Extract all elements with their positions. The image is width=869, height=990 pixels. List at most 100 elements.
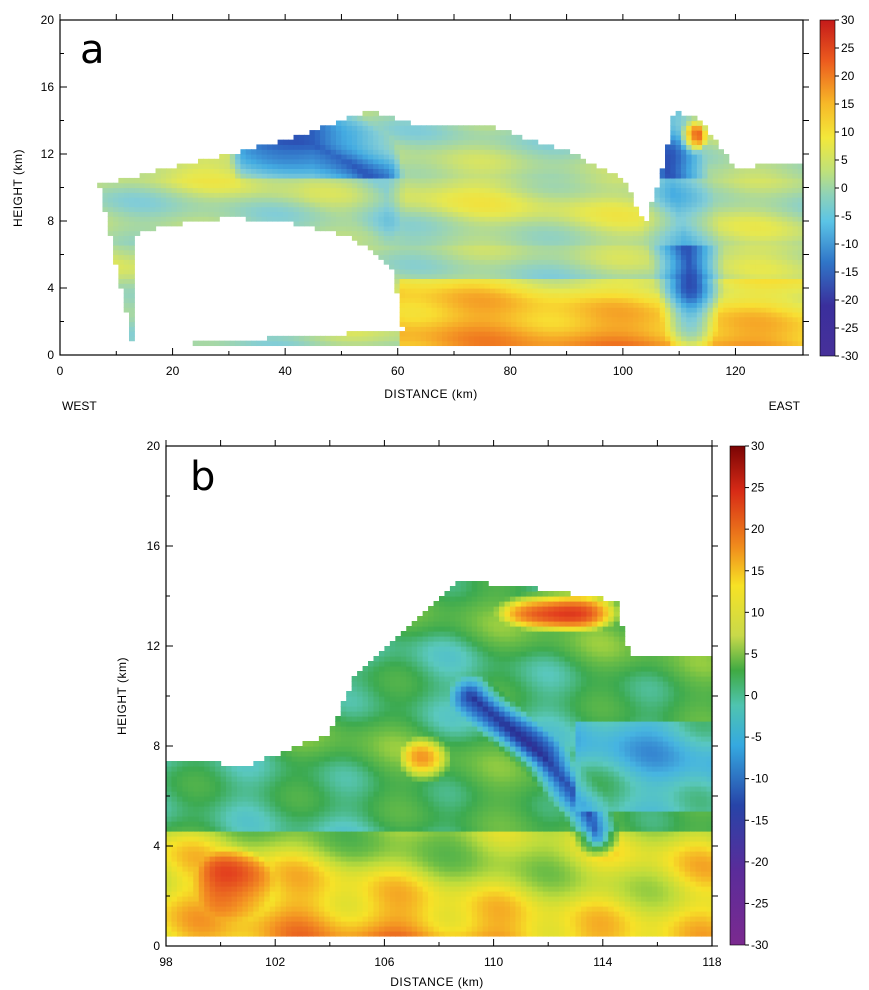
- field-cell: [479, 221, 486, 227]
- field-cell: [187, 831, 194, 837]
- field-cell: [436, 225, 443, 232]
- field-cell: [468, 163, 475, 169]
- field-cell: [521, 273, 528, 280]
- field-cell: [728, 187, 735, 193]
- field-cell: [569, 173, 576, 179]
- field-cell: [436, 130, 443, 136]
- field-cell: [442, 321, 449, 327]
- field-cell: [580, 273, 587, 280]
- field-cell: [253, 871, 260, 877]
- field-cell: [258, 896, 265, 902]
- field-cell: [580, 163, 587, 169]
- field-cell: [691, 163, 698, 169]
- field-cell: [182, 866, 189, 872]
- field-cell: [166, 846, 173, 852]
- field-cell: [247, 921, 254, 927]
- field-cell: [193, 866, 200, 872]
- field-cell: [330, 144, 337, 150]
- field-cell: [176, 901, 183, 907]
- field-cell: [755, 292, 762, 299]
- field-cell: [118, 235, 125, 241]
- field-cell: [516, 307, 523, 313]
- field-cell: [266, 201, 273, 208]
- field-cell: [187, 173, 194, 179]
- field-cell: [755, 211, 762, 217]
- field-cell: [224, 173, 231, 179]
- field-cell: [320, 154, 326, 160]
- field-cell: [723, 235, 730, 241]
- field-cell: [781, 264, 788, 270]
- field-cell: [220, 856, 227, 862]
- field-cell: [484, 125, 491, 131]
- field-cell: [649, 216, 655, 222]
- field-cell: [744, 283, 751, 289]
- field-cell: [447, 173, 454, 179]
- field-cell: [420, 201, 427, 208]
- field-cell: [585, 163, 592, 169]
- field-cell: [277, 173, 284, 179]
- field-cell: [649, 307, 655, 313]
- field-cell: [702, 297, 709, 303]
- field-cell: [516, 154, 523, 160]
- field-cell: [686, 302, 693, 308]
- field-cell: [389, 340, 395, 347]
- field-cell: [245, 206, 252, 213]
- field-cell: [532, 292, 539, 299]
- field-cell: [209, 806, 216, 812]
- field-cell: [215, 836, 222, 842]
- field-cell: [176, 851, 183, 857]
- field-cell: [580, 230, 587, 236]
- field-cell: [399, 311, 406, 318]
- field-cell: [304, 197, 311, 203]
- field-cell: [367, 163, 374, 169]
- field-cell: [447, 182, 454, 189]
- field-cell: [728, 244, 735, 251]
- field-cell: [781, 211, 788, 217]
- field-cell: [240, 177, 247, 184]
- field-cell: [304, 192, 311, 198]
- field-cell: [670, 297, 677, 303]
- field-cell: [224, 201, 231, 208]
- field-cell: [686, 321, 693, 327]
- field-cell: [176, 168, 183, 174]
- field-cell: [399, 163, 406, 169]
- field-cell: [771, 316, 778, 323]
- field-cell: [670, 340, 677, 347]
- field-cell: [166, 871, 173, 877]
- field-cell: [208, 197, 215, 203]
- field-cell: [166, 177, 173, 184]
- field-cell: [665, 335, 671, 342]
- field-cell: [569, 273, 576, 280]
- field-cell: [378, 249, 385, 256]
- field-cell: [447, 316, 454, 323]
- field-cell: [696, 158, 703, 165]
- field-cell: [585, 321, 592, 327]
- field-cell: [680, 268, 687, 275]
- field-cell: [261, 216, 268, 222]
- field-cell: [776, 278, 783, 284]
- field-cell: [473, 149, 480, 155]
- field-cell: [176, 811, 183, 817]
- field-cell: [304, 206, 311, 213]
- field-cell: [617, 254, 624, 260]
- field-cell: [351, 335, 358, 342]
- field-cell: [564, 321, 571, 327]
- field-cell: [134, 192, 141, 198]
- field-cell: [532, 139, 539, 146]
- field-cell: [378, 201, 385, 208]
- field-cell: [590, 216, 597, 222]
- field-cell: [723, 259, 730, 265]
- field-cell: [436, 273, 443, 280]
- field-cell: [665, 326, 671, 332]
- field-cell: [245, 201, 252, 208]
- field-cell: [542, 216, 549, 222]
- field-cell: [596, 225, 602, 232]
- field-cell: [734, 311, 740, 318]
- field-cell: [771, 187, 778, 193]
- field-cell: [521, 221, 528, 227]
- field-cell: [532, 321, 539, 327]
- field-cell: [473, 273, 480, 280]
- field-cell: [123, 283, 130, 289]
- field-cell: [442, 278, 449, 284]
- field-cell: [204, 821, 211, 827]
